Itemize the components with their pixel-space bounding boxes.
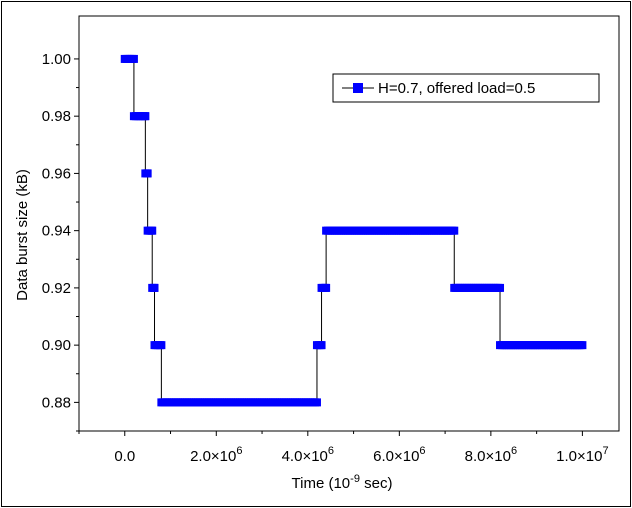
data-point-marker [312, 398, 321, 407]
legend-marker-icon [353, 83, 363, 93]
x-tick-label: 4.0×106 [282, 445, 334, 465]
legend-label: H=0.7, offered load=0.5 [378, 80, 535, 97]
y-tick-label: 0.98 [42, 108, 71, 125]
data-point-marker [322, 283, 331, 292]
data-point-marker [150, 283, 159, 292]
legend: H=0.7, offered load=0.5 [332, 73, 600, 103]
data-point-marker [129, 54, 138, 63]
y-tick-label: 0.96 [42, 165, 71, 182]
x-tick-label: 8.0×106 [465, 445, 517, 465]
series-line [124, 58, 583, 403]
y-tick-label: 1.00 [42, 51, 71, 68]
data-point-marker [496, 283, 505, 292]
y-tick-label: 0.88 [42, 394, 71, 411]
y-tick-label: 0.92 [42, 280, 71, 297]
x-tick-label: 0.0 [114, 448, 135, 465]
plot-frame [78, 15, 620, 432]
series-layer [120, 54, 587, 407]
y-tick-label: 0.90 [42, 337, 71, 354]
data-point-marker [578, 341, 587, 350]
x-axis-ticks: 0.0 2.0×106 4.0×106 6.0×106 8.0×106 1.0×107 [78, 431, 609, 465]
data-point-marker [157, 341, 166, 350]
data-point-marker [317, 341, 326, 350]
x-tick-label: 6.0×106 [373, 445, 425, 465]
legend-box [332, 73, 600, 103]
y-axis-ticks: 0.88 0.90 0.92 0.94 0.96 0.98 1.00 [42, 51, 79, 432]
data-point-marker [148, 226, 157, 235]
data-point-marker [450, 226, 459, 235]
x-tick-label: 2.0×106 [190, 445, 242, 465]
data-point-marker [141, 112, 150, 121]
y-tick-label: 0.94 [42, 223, 71, 240]
x-axis-title: Time (10-9 sec) [292, 473, 393, 492]
y-axis-title: Data burst size (kB) [14, 169, 31, 301]
data-point-marker [143, 169, 152, 178]
x-tick-label: 1.0×107 [556, 445, 608, 465]
